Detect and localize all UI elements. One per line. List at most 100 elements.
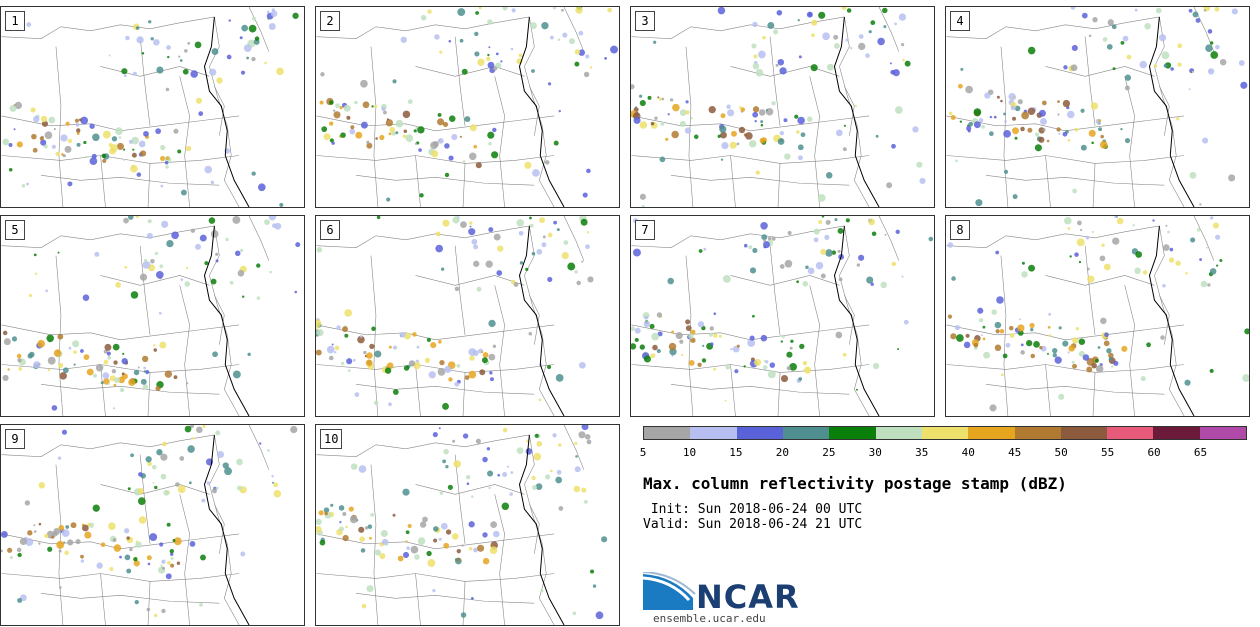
storm-cell xyxy=(195,243,202,250)
storm-cell xyxy=(344,309,353,317)
storm-cell xyxy=(784,153,791,160)
map-boundary xyxy=(356,593,535,604)
storm-cell xyxy=(797,18,800,22)
storm-cell xyxy=(136,36,144,44)
storm-cell xyxy=(1039,346,1043,350)
storm-cell xyxy=(405,540,408,543)
map-boundary xyxy=(100,275,210,286)
map-boundary xyxy=(631,115,870,132)
map-boundary xyxy=(1,434,215,457)
storm-cell xyxy=(1021,111,1029,120)
storm-cell xyxy=(553,220,558,225)
storm-cell xyxy=(187,41,191,45)
storm-cell xyxy=(189,541,196,547)
storm-cell xyxy=(357,335,365,344)
reflectivity-map xyxy=(1,216,301,416)
storm-cell xyxy=(114,377,120,384)
storm-cell xyxy=(1146,342,1151,348)
storm-cell xyxy=(444,172,450,178)
storm-cell xyxy=(1126,54,1132,60)
storm-cell xyxy=(119,387,125,393)
storm-cell xyxy=(668,342,677,351)
storm-cell xyxy=(226,54,232,60)
storm-cell xyxy=(342,534,349,542)
storm-cell xyxy=(743,243,748,248)
storm-cell xyxy=(654,116,658,120)
stamp-panel-5: 5 xyxy=(0,215,305,417)
storm-cell xyxy=(103,378,110,385)
storm-cell xyxy=(444,365,452,374)
storm-cell xyxy=(495,62,502,69)
storm-cell xyxy=(516,447,524,455)
storm-cell xyxy=(460,612,467,618)
map-boundary xyxy=(462,163,466,207)
storm-cell xyxy=(92,504,100,512)
storm-cell xyxy=(1028,264,1036,272)
storm-cell xyxy=(439,491,444,495)
storm-cell xyxy=(180,278,184,281)
reflectivity-map xyxy=(316,7,618,207)
storm-cell xyxy=(320,72,325,77)
storm-cell xyxy=(894,22,897,26)
storm-cell xyxy=(781,334,785,339)
storm-cell xyxy=(418,148,422,152)
storm-cell xyxy=(858,42,866,51)
colorbar-tick: 35 xyxy=(915,446,929,459)
storm-cell xyxy=(414,142,418,145)
storm-cell xyxy=(671,330,674,334)
storm-cell xyxy=(82,294,90,301)
storm-cell xyxy=(1038,136,1045,143)
storm-cell xyxy=(751,43,757,49)
storm-cell xyxy=(491,151,499,159)
storm-cell xyxy=(993,115,997,119)
storm-cell xyxy=(165,165,169,169)
storm-cell xyxy=(442,219,450,227)
storm-cell xyxy=(132,71,137,76)
storm-cell xyxy=(1000,99,1003,103)
storm-cell xyxy=(59,372,67,380)
colorbar-segment xyxy=(1199,427,1247,439)
storm-cell xyxy=(841,7,847,10)
storm-cell xyxy=(488,46,491,49)
storm-cell xyxy=(212,488,217,494)
storm-cell xyxy=(524,161,532,169)
storm-cell xyxy=(316,518,322,526)
storm-cell xyxy=(118,136,122,139)
coastline xyxy=(1148,16,1195,207)
storm-cell xyxy=(748,139,757,148)
storm-cell xyxy=(856,263,861,267)
storm-cell xyxy=(786,366,791,371)
storm-cell xyxy=(708,332,713,337)
storm-cell xyxy=(171,231,179,240)
storm-cell xyxy=(1108,357,1113,361)
storm-cell xyxy=(194,41,202,49)
storm-cell xyxy=(1002,353,1008,359)
storm-cell xyxy=(122,158,126,161)
storm-cell xyxy=(912,126,919,133)
storm-cell xyxy=(159,341,167,349)
storm-cell xyxy=(1058,326,1062,330)
colorbar-tick: 60 xyxy=(1147,446,1161,459)
map-boundary xyxy=(100,364,106,416)
storm-cell xyxy=(777,58,785,66)
storm-cell xyxy=(1203,9,1207,12)
reflectivity-map xyxy=(316,425,608,625)
storm-cell xyxy=(364,526,369,530)
storm-cell xyxy=(61,429,68,435)
storm-cell xyxy=(531,251,536,256)
storm-cell xyxy=(558,506,564,511)
map-boundary xyxy=(415,66,525,77)
storm-cell xyxy=(665,137,669,141)
storm-cell xyxy=(3,338,11,346)
storm-cell xyxy=(965,85,973,94)
storm-cell xyxy=(324,511,328,516)
storm-cell xyxy=(380,529,388,538)
storm-cell xyxy=(17,552,22,558)
storm-cell xyxy=(149,533,158,542)
storm-cell xyxy=(1120,127,1123,131)
storm-cell xyxy=(720,158,724,161)
storm-cell xyxy=(240,70,246,75)
storm-cell xyxy=(366,352,373,359)
storm-cell xyxy=(137,366,140,369)
storm-cell xyxy=(146,232,153,239)
